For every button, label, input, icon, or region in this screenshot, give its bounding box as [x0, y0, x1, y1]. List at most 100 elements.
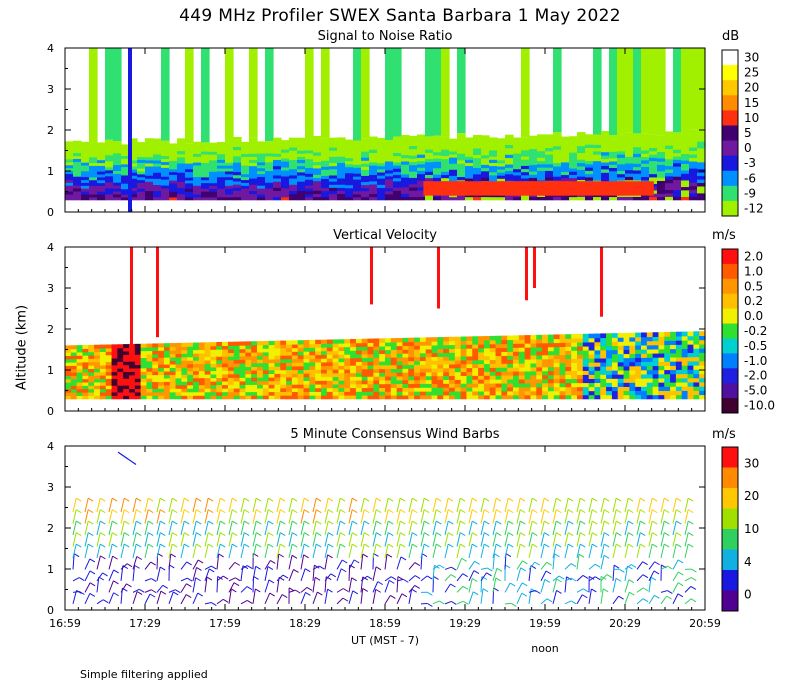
velocity-cell: [681, 365, 689, 370]
velocity-cell: [338, 361, 345, 366]
wind-barb: [492, 532, 497, 547]
snr-cell: [689, 160, 698, 166]
wind-barb: [612, 565, 615, 581]
colorbar-swatch: [722, 368, 738, 384]
snr-cell: [657, 180, 666, 185]
snr-cell: [641, 166, 650, 171]
velocity-cell: [641, 373, 648, 379]
velocity-cell: [99, 344, 107, 349]
snr-cell: [265, 185, 274, 189]
snr-cell: [313, 139, 322, 143]
velocity-cell: [437, 356, 444, 361]
x-tick-label: 20:59: [689, 617, 721, 630]
snr-cell: [153, 162, 162, 167]
snr-cell: [257, 150, 266, 154]
wind-barb-flag: [390, 576, 397, 581]
snr-cell: [513, 149, 522, 154]
wind-barb: [228, 498, 233, 513]
wind-barb-flag: [211, 565, 217, 570]
snr-cell: [513, 162, 522, 167]
velocity-cell: [489, 394, 497, 400]
snr-cell: [177, 193, 186, 198]
velocity-cell: [600, 382, 607, 388]
velocity-cell: [507, 367, 514, 372]
wind-barb-flag: [375, 509, 382, 514]
velocity-cell: [332, 383, 340, 389]
velocity-cell: [239, 359, 246, 364]
wind-barb-flag: [509, 582, 516, 587]
wind-barb-flag: [123, 520, 130, 525]
snr-cell: [121, 166, 130, 170]
snr-cell: [329, 187, 338, 191]
velocity-cell: [187, 384, 194, 389]
snr-cell: [305, 187, 314, 192]
wind-barb-flag: [639, 497, 646, 502]
snr-cell: [489, 177, 498, 182]
snr-cell: [193, 188, 202, 192]
wind-barb: [72, 543, 77, 559]
snr-cell: [577, 152, 586, 157]
velocity-cell: [268, 355, 276, 360]
velocity-cell: [530, 334, 537, 340]
snr-cell: [497, 196, 506, 201]
snr-cell: [393, 187, 402, 191]
snr-cell: [121, 194, 130, 198]
snr-cell: [545, 176, 554, 181]
velocity-cell: [216, 377, 223, 382]
snr-cell: [233, 177, 242, 182]
velocity-cell: [693, 386, 700, 391]
snr-cell: [369, 149, 378, 153]
velocity-cell: [693, 377, 700, 383]
wind-barb-flag: [159, 543, 166, 548]
velocity-cell: [530, 390, 537, 396]
wind-barb-flag: [687, 543, 694, 548]
snr-cell: [417, 160, 426, 165]
snr-cell: [417, 144, 426, 149]
velocity-cell: [262, 373, 270, 378]
snr-cell: [193, 196, 202, 201]
wind-barb: [84, 532, 89, 547]
velocity-cell: [355, 361, 363, 366]
velocity-cell: [687, 344, 694, 349]
wind-barb-flag: [183, 543, 190, 548]
snr-cell: [489, 196, 498, 201]
velocity-cell: [419, 337, 427, 342]
snr-cell: [305, 149, 314, 154]
velocity-cell: [82, 375, 89, 380]
wind-barb-flag: [603, 543, 610, 548]
wind-barb-flag: [136, 591, 143, 596]
velocity-cell: [257, 369, 264, 375]
velocity-cell: [245, 373, 252, 378]
snr-cell: [569, 196, 578, 201]
velocity-cell: [390, 372, 398, 377]
velocity-cell: [611, 382, 619, 388]
velocity-cell: [158, 346, 165, 351]
velocity-cell: [326, 339, 334, 344]
snr-cell: [353, 179, 362, 183]
snr-streak: [553, 48, 562, 133]
snr-streak: [425, 48, 434, 137]
wind-barb: [564, 563, 572, 570]
velocity-cell: [385, 360, 392, 366]
velocity-cell: [274, 395, 281, 400]
velocity-cell: [111, 371, 118, 376]
snr-cell: [153, 150, 162, 155]
snr-cell: [625, 196, 634, 201]
wind-barb: [672, 521, 677, 536]
wind-barb: [684, 498, 689, 513]
wind-barb-flag: [663, 532, 670, 537]
wind-barb: [144, 543, 149, 559]
snr-cell: [185, 171, 194, 175]
velocity-cell: [105, 374, 113, 379]
velocity-cell: [681, 381, 689, 387]
velocity-cell: [76, 358, 84, 363]
velocity-cell: [414, 394, 421, 400]
wind-barb: [516, 498, 521, 513]
velocity-cell: [600, 349, 607, 355]
velocity-cell: [245, 352, 252, 357]
velocity-cell: [361, 372, 369, 377]
wind-barb-flag: [327, 588, 333, 593]
velocity-cell: [88, 371, 95, 376]
wind-barb: [660, 532, 665, 547]
velocity-cell: [646, 348, 654, 354]
